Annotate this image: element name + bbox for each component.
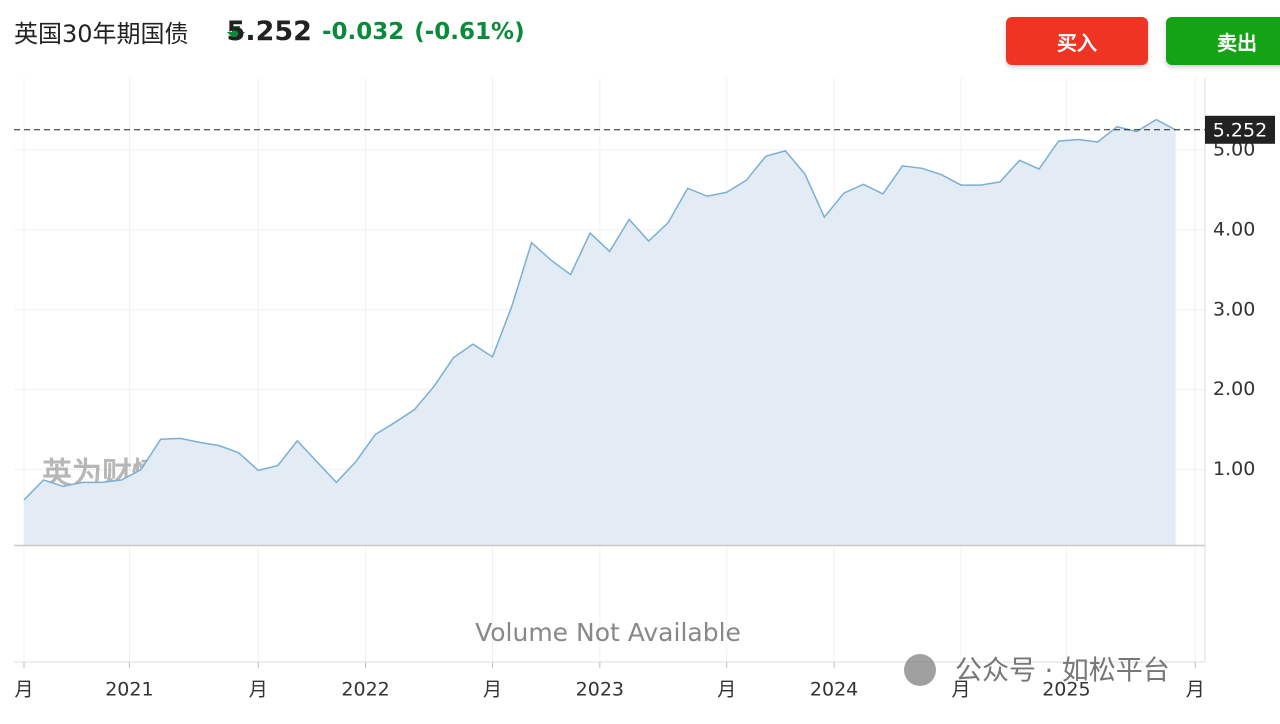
x-tick-label: 2025 bbox=[1042, 679, 1090, 701]
y-tick-label: 5.00 bbox=[1213, 138, 1255, 160]
x-tick-label: 月 bbox=[951, 679, 970, 701]
volume-note: Volume Not Available bbox=[475, 618, 741, 647]
wechat-icon bbox=[904, 654, 936, 686]
down-arrow bbox=[227, 26, 245, 41]
sell-button[interactable]: 卖出 bbox=[1166, 17, 1280, 65]
change-percent: (-0.61%) bbox=[414, 18, 525, 45]
watermark: 公众号 · 如松平台 bbox=[955, 656, 1170, 687]
x-tick-label: 2021 bbox=[105, 679, 153, 701]
y-tick-label: 2.00 bbox=[1213, 378, 1255, 400]
line bbox=[23, 118, 1177, 501]
instrument-title: 英国30年期国债 bbox=[14, 20, 189, 48]
x-tick-label: 月 bbox=[1186, 679, 1205, 701]
y-tick-label: 3.00 bbox=[1213, 298, 1255, 320]
last-price: 5.252 bbox=[226, 16, 312, 47]
x-tick-label: 2024 bbox=[810, 679, 858, 701]
x-tick-label: 月 bbox=[14, 679, 33, 701]
x-tick-label: 月 bbox=[717, 679, 736, 701]
x-tick-label: 月 bbox=[483, 679, 502, 701]
last-value-box bbox=[1205, 115, 1275, 144]
last-value-label: 5.252 bbox=[1213, 119, 1267, 141]
x-tick-label: 月 bbox=[249, 679, 268, 701]
y-tick-label: 1.00 bbox=[1213, 458, 1255, 480]
x-tick-label: 2022 bbox=[341, 679, 389, 701]
area bbox=[24, 119, 1176, 546]
x-tick-label: 2023 bbox=[576, 679, 624, 701]
change: -0.032 bbox=[321, 18, 405, 45]
y-tick-label: 4.00 bbox=[1213, 218, 1255, 240]
header: 英国30年期国债 5.252 -0.032 (-0.61%) bbox=[14, 14, 525, 49]
buy-button[interactable]: 买入 bbox=[1006, 17, 1148, 65]
